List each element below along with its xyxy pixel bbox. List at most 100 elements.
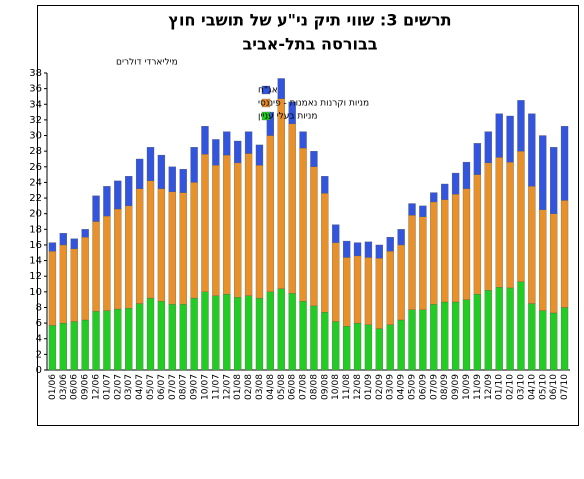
x-tick-label: 11/09 <box>473 374 483 400</box>
bar-segment <box>48 325 57 371</box>
x-tick-label: 03/08 <box>255 374 265 400</box>
bar-segment <box>342 240 351 258</box>
bar-segment <box>342 326 351 371</box>
bar-segment <box>48 242 57 252</box>
y-tick-label: 10 <box>29 287 42 298</box>
chart-subtitle: בבורסה בתל-אביב <box>243 35 378 54</box>
bar-segment <box>135 188 144 304</box>
bar-segment <box>332 224 340 243</box>
bar-segment <box>59 233 67 246</box>
bar-segment <box>397 319 405 371</box>
bar-segment <box>234 162 242 298</box>
bar-segment <box>397 229 405 246</box>
x-tick-label: 03/07 <box>124 374 134 400</box>
y-tick-label: 0 <box>36 365 42 376</box>
y-tick-label: 38 <box>29 68 42 79</box>
bar-segment <box>299 147 307 302</box>
x-tick-label: 05/09 <box>408 374 418 400</box>
bar-segment <box>528 303 536 371</box>
x-tick-label: 12/08 <box>353 374 363 400</box>
bar-segment <box>517 100 525 152</box>
x-tick-label: 04/10 <box>527 374 537 400</box>
legend-swatch <box>261 85 271 95</box>
bar-segment <box>288 123 296 294</box>
y-tick-label: 22 <box>29 193 42 204</box>
x-tick-label: 04/07 <box>135 374 145 400</box>
bar-segment <box>332 321 340 371</box>
bar-segment <box>157 188 166 302</box>
bar-segment <box>408 309 416 371</box>
x-tick-label: 01/06 <box>48 374 58 400</box>
x-tick-label: 11/07 <box>211 374 221 400</box>
x-tick-label: 01/07 <box>102 374 112 400</box>
bar-segment <box>462 188 471 300</box>
bar-segment <box>321 176 329 194</box>
bar-segment <box>255 144 264 166</box>
bar-segment <box>528 113 536 187</box>
bar-segment <box>353 255 362 324</box>
bar-segment <box>353 242 362 257</box>
bar-segment <box>103 215 111 311</box>
x-tick-label: 09/06 <box>81 374 91 400</box>
legend-label: מניות וקרנות נאמנות - פיננסי <box>258 99 369 109</box>
y-tick-label: 20 <box>29 209 42 220</box>
bar-segment <box>146 297 155 371</box>
bar-segment <box>244 131 253 154</box>
bar-segment <box>321 312 329 371</box>
bar-segment <box>179 192 187 305</box>
x-tick-label: 10/07 <box>200 374 210 400</box>
bar-segment <box>244 295 253 371</box>
x-tick-label: 05/07 <box>146 374 156 400</box>
x-tick-label: 09/08 <box>320 374 330 400</box>
bar-segment <box>539 135 547 210</box>
bar-segment <box>506 115 514 163</box>
y-tick-label: 36 <box>29 84 42 95</box>
x-tick-label: 06/10 <box>549 374 559 400</box>
bar-segment <box>451 193 460 303</box>
bar-segment <box>179 304 187 371</box>
bar-segment <box>223 131 231 156</box>
bar-segment <box>441 199 449 303</box>
bar-segment <box>168 191 176 305</box>
bar-segment <box>430 201 438 305</box>
x-tick-label: 07/09 <box>429 374 439 400</box>
x-tick-label: 02/09 <box>375 374 385 400</box>
bar-segment <box>539 209 547 311</box>
bar-segment <box>212 139 220 166</box>
bar-segment <box>266 111 275 136</box>
x-tick-label: 10/08 <box>331 374 341 400</box>
x-tick-label: 01/08 <box>233 374 243 400</box>
bar-segment <box>288 293 296 371</box>
bar-segment <box>157 154 166 189</box>
bar-segment <box>212 165 220 296</box>
bar-segment <box>560 200 569 308</box>
bar-segment <box>114 208 122 310</box>
x-tick-label: 08/08 <box>309 374 319 400</box>
y-tick-label: 8 <box>36 302 42 313</box>
bar-segment <box>288 101 296 124</box>
bar-segment <box>332 242 340 322</box>
bar-segment <box>135 303 144 371</box>
bar-segment <box>386 324 394 371</box>
x-tick-label: 12/09 <box>484 374 494 400</box>
bar-segment <box>386 251 394 325</box>
bar-segment <box>168 166 176 192</box>
x-tick-label: 04/08 <box>266 374 276 400</box>
bar-segment <box>299 301 307 371</box>
bar-segment <box>266 135 275 292</box>
bar-segment <box>255 297 264 371</box>
y-tick-label: 2 <box>36 349 42 360</box>
y-axis-label: מיליארדי דולרים <box>116 58 178 68</box>
bar-segment <box>277 78 285 99</box>
bar-segment <box>212 295 220 371</box>
bar-segment <box>48 251 57 326</box>
bar-segment <box>59 322 67 371</box>
x-tick-label: 02/07 <box>113 374 123 400</box>
bar-segment <box>81 229 89 238</box>
bar-segment <box>179 168 187 193</box>
bar-segment <box>364 257 373 325</box>
x-tick-label: 12/06 <box>92 374 102 400</box>
bar-segment <box>517 281 525 371</box>
bar-segment <box>451 172 460 195</box>
y-tick-label: 18 <box>29 224 42 235</box>
